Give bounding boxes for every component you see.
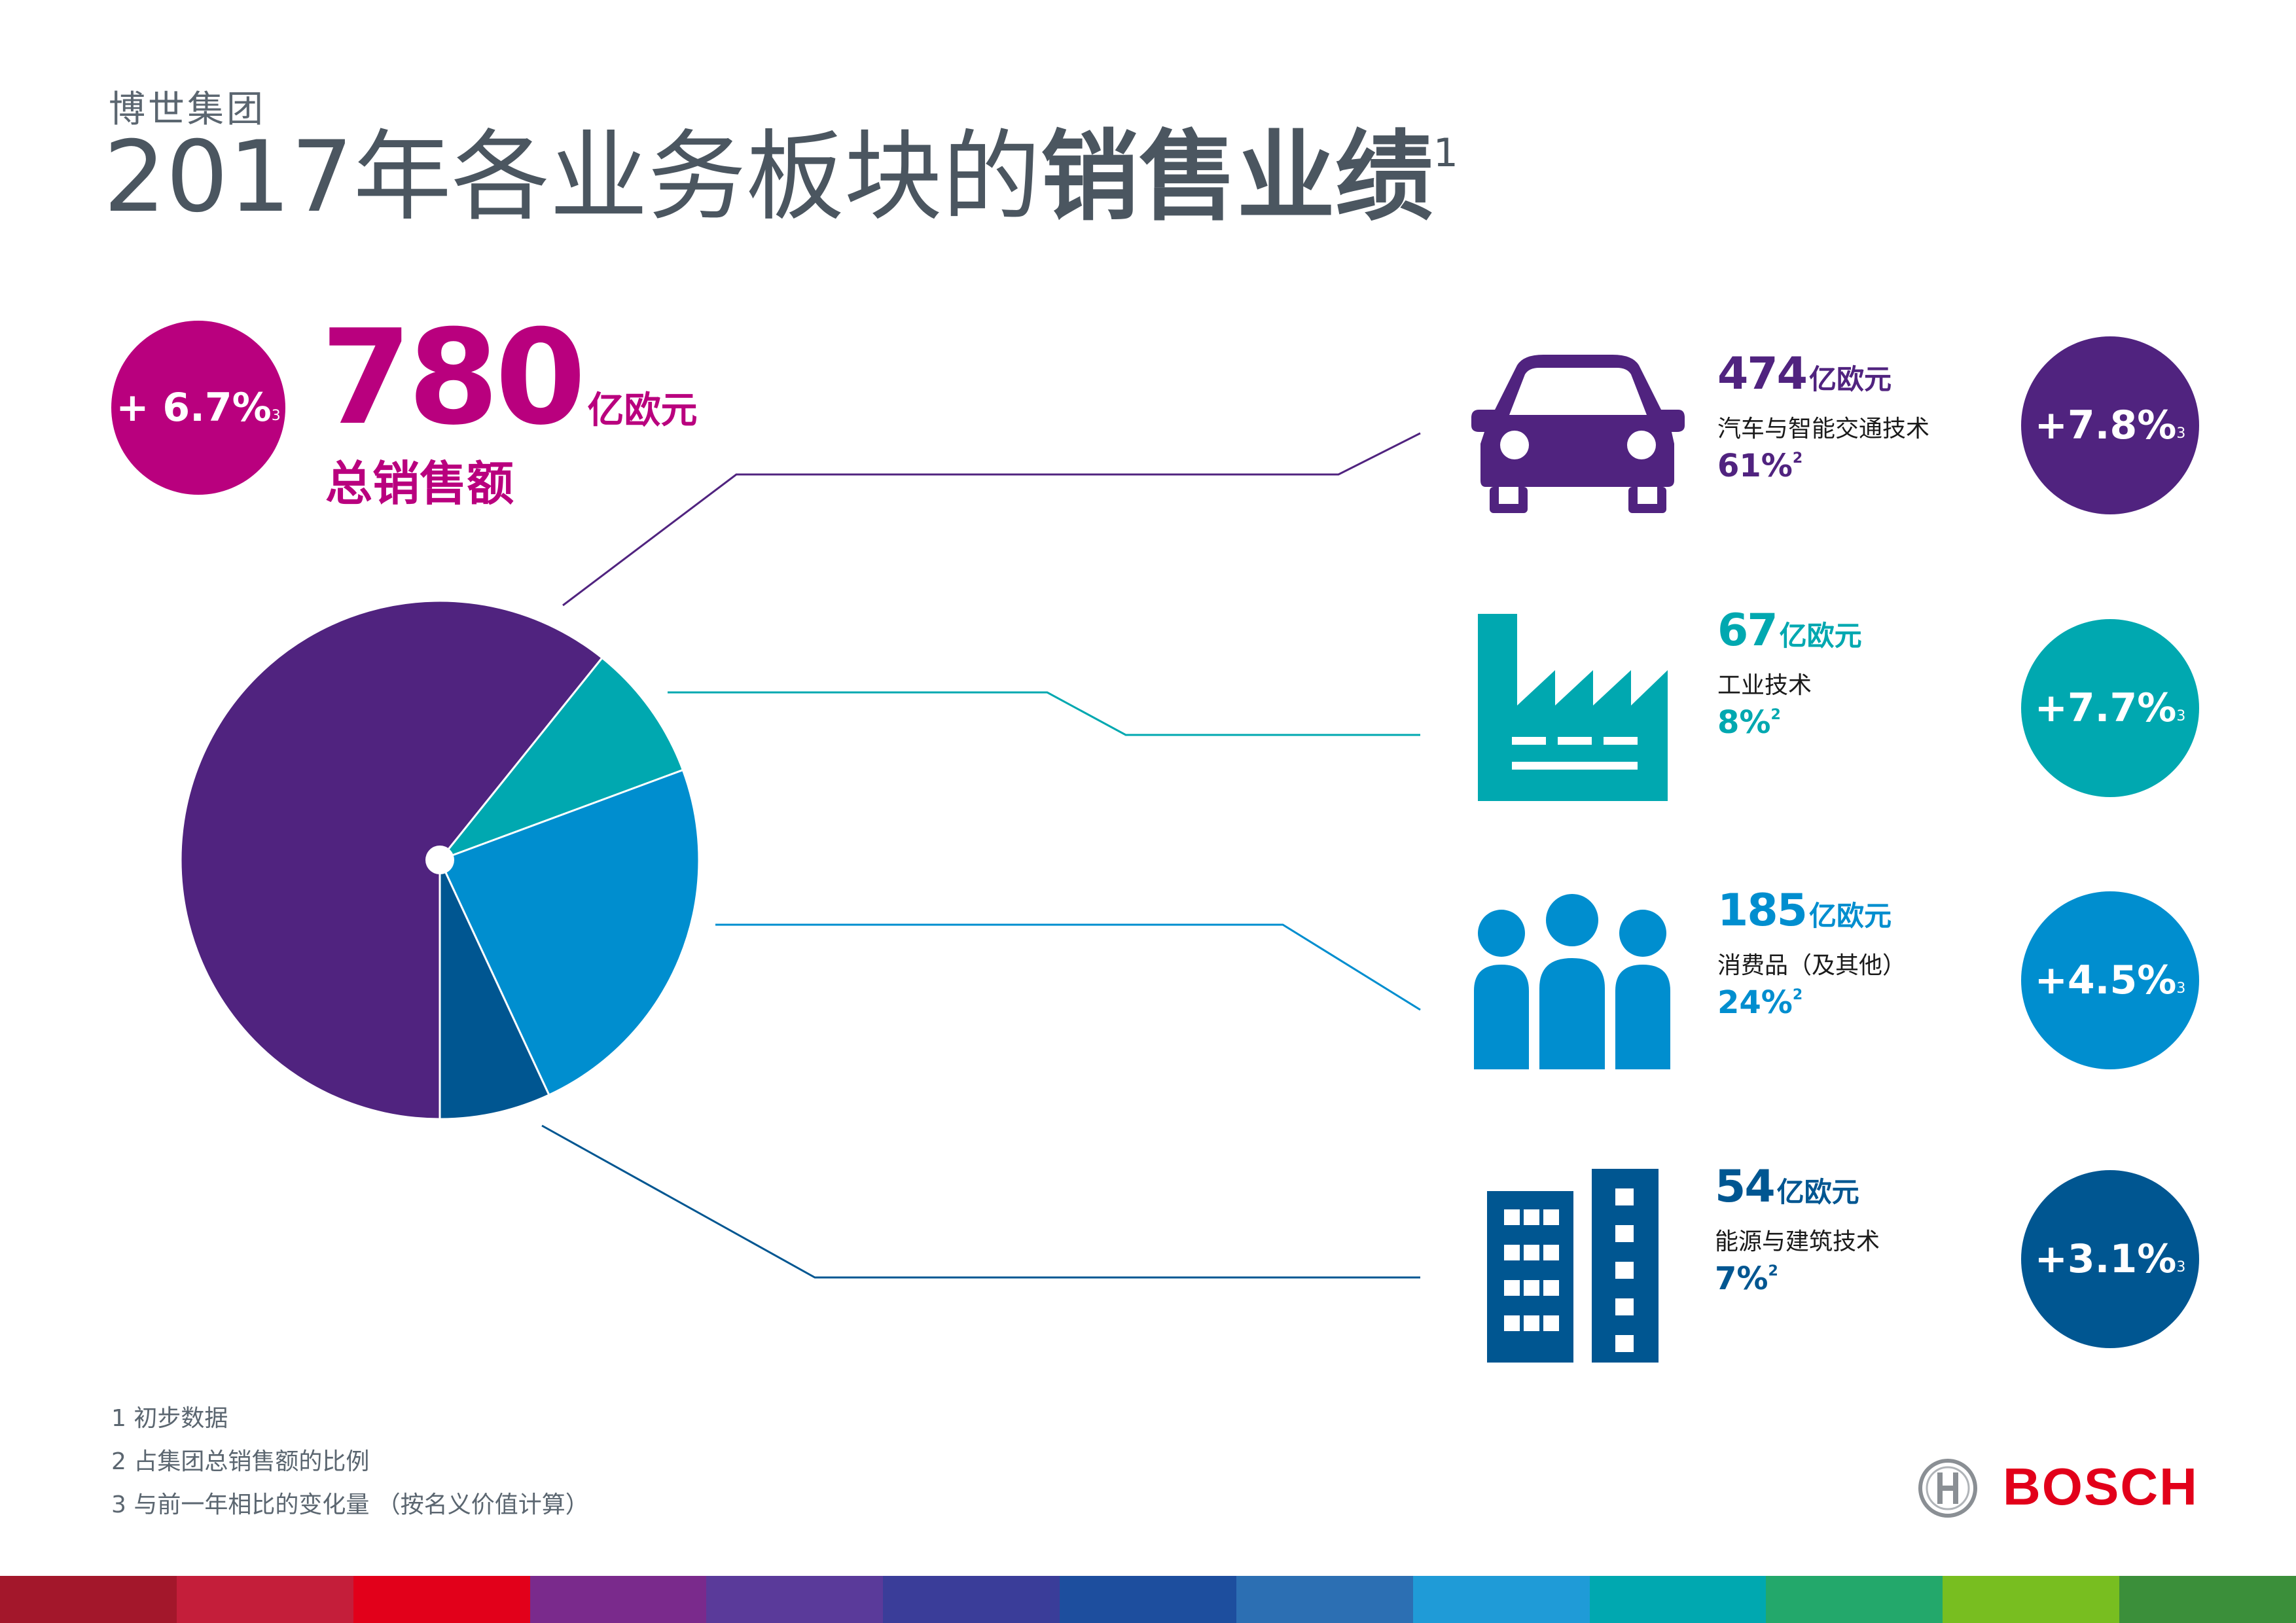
segment-consumer-amount: 185亿欧元 [1717, 889, 1906, 933]
connector-lines [541, 432, 1421, 1279]
pie-center-dot [425, 846, 454, 874]
segment-mobility-growth-badge: +7.8% 3 [2021, 336, 2199, 514]
pie-slice-industrial [437, 656, 685, 863]
factory-icon [1478, 614, 1668, 801]
segment-amount-unit: 亿欧元 [1776, 1176, 1859, 1208]
total-growth-badge: + 6.7% 3 [111, 321, 285, 495]
title-footnote: 1 [1433, 130, 1458, 176]
page-title: 2017年各业务板块的销售业绩1 [103, 128, 1458, 226]
segment-amount-unit: 亿欧元 [1808, 900, 1892, 932]
segment-energy: 54亿欧元 能源与建筑技术 7%2 [1715, 1165, 1880, 1298]
segment-amount-number: 185 [1717, 885, 1808, 936]
connector-line-consumer [715, 923, 1421, 1011]
segment-share-footnote: 2 [1792, 987, 1803, 1003]
growth-footnote: 3 [2176, 707, 2186, 724]
color-stripe-segment [706, 1576, 884, 1623]
growth-footnote: 3 [2176, 980, 2186, 997]
segment-amount-number: 67 [1717, 605, 1778, 656]
car-icon [1471, 355, 1685, 513]
pie-slice-mobility [179, 599, 604, 1120]
color-stripe-bar [0, 1576, 2296, 1623]
footnote-3: 3 与前一年相比的变化量 （按名义价值计算） [111, 1491, 589, 1518]
total-sales-value: 780 亿欧元 [321, 313, 697, 444]
growth-value: +4.5% [2034, 957, 2177, 1003]
title-bold: 销售业绩 [1040, 120, 1433, 234]
color-stripe-segment [0, 1576, 177, 1623]
connector-line-industrial [668, 691, 1420, 736]
segment-mobility-name: 汽车与智能交通技术 [1717, 416, 1930, 442]
segment-consumer-name: 消费品（及其他） [1717, 952, 1907, 979]
segment-consumer: 185亿欧元 消费品（及其他） 24%2 [1717, 889, 1907, 1022]
company-name: 博世集团 [109, 88, 266, 131]
growth-footnote: 3 [2176, 425, 2186, 442]
segment-energy-name: 能源与建筑技术 [1715, 1228, 1880, 1255]
segment-industrial-amount: 67亿欧元 [1717, 609, 1862, 653]
segment-industrial-name: 工业技术 [1717, 672, 1812, 699]
segment-share-footnote: 2 [1792, 450, 1803, 467]
bosch-armature-icon [1918, 1459, 1977, 1518]
building-icon [1487, 1169, 1659, 1363]
segment-mobility: 474亿欧元 汽车与智能交通技术 61%2 [1717, 352, 1930, 485]
title-regular: 2017年各业务板块的 [103, 120, 1041, 234]
segment-industrial-share: 8%2 [1717, 704, 1862, 741]
segment-consumer-growth-badge: +4.5% 3 [2021, 891, 2199, 1069]
segment-energy-share: 7%2 [1715, 1260, 1880, 1297]
segment-mobility-amount: 474亿欧元 [1717, 352, 1929, 397]
growth-footnote: 3 [2176, 1258, 2186, 1275]
total-growth-value: + 6.7% [116, 385, 272, 431]
footnote-1: 1 初步数据 [111, 1405, 228, 1432]
color-stripe-segment [529, 1576, 707, 1623]
color-stripe-segment [1589, 1576, 1767, 1623]
segment-energy-amount: 54亿欧元 [1715, 1165, 1880, 1209]
color-stripe-segment [353, 1576, 530, 1623]
color-stripe-segment [1060, 1576, 1236, 1623]
segment-amount-unit: 亿欧元 [1779, 620, 1862, 652]
color-stripe-segment [1236, 1576, 1413, 1623]
color-stripe-segment [176, 1576, 353, 1623]
segment-share-value: 7% [1715, 1260, 1768, 1297]
segment-share-footnote: 2 [1770, 707, 1781, 723]
pie-slice-consumer [438, 768, 700, 1097]
color-stripe-segment [1412, 1576, 1590, 1623]
segment-mobility-share: 61%2 [1717, 448, 1929, 484]
brand-logo: BOSCH [2003, 1457, 2198, 1516]
segment-amount-number: 54 [1715, 1161, 1776, 1213]
segment-industrial-growth-badge: +7.7% 3 [2021, 619, 2199, 797]
segment-consumer-share: 24%2 [1717, 984, 1906, 1021]
pie-slices [179, 599, 700, 1120]
segment-share-footnote: 2 [1768, 1263, 1778, 1279]
connector-line-energy [541, 1124, 1420, 1279]
segment-energy-growth-badge: +3.1% 3 [2021, 1170, 2199, 1348]
segment-share-value: 24% [1717, 984, 1793, 1021]
total-sales-number: 780 [321, 302, 586, 454]
segment-share-value: 8% [1717, 704, 1771, 741]
connector-line-mobility [562, 432, 1421, 607]
footnote-2: 2 占集团总销售额的比例 [111, 1448, 370, 1475]
pie-slice-energy [439, 859, 550, 1120]
segment-amount-unit: 亿欧元 [1808, 363, 1892, 395]
total-growth-footnote: 3 [271, 407, 281, 424]
segment-industrial: 67亿欧元 工业技术 8%2 [1717, 609, 1862, 741]
growth-value: +7.7% [2034, 685, 2177, 731]
color-stripe-segment [2119, 1576, 2296, 1623]
segment-share-value: 61% [1717, 448, 1793, 484]
total-sales-label: 总销售额 [325, 456, 514, 511]
color-stripe-segment [883, 1576, 1060, 1623]
growth-value: +7.8% [2034, 402, 2177, 448]
total-sales-unit: 亿欧元 [587, 389, 698, 432]
color-stripe-segment [1766, 1576, 1943, 1623]
people-icon [1474, 894, 1670, 1069]
growth-value: +3.1% [2034, 1236, 2177, 1282]
segment-amount-number: 474 [1717, 348, 1808, 400]
color-stripe-segment [1943, 1576, 2120, 1623]
